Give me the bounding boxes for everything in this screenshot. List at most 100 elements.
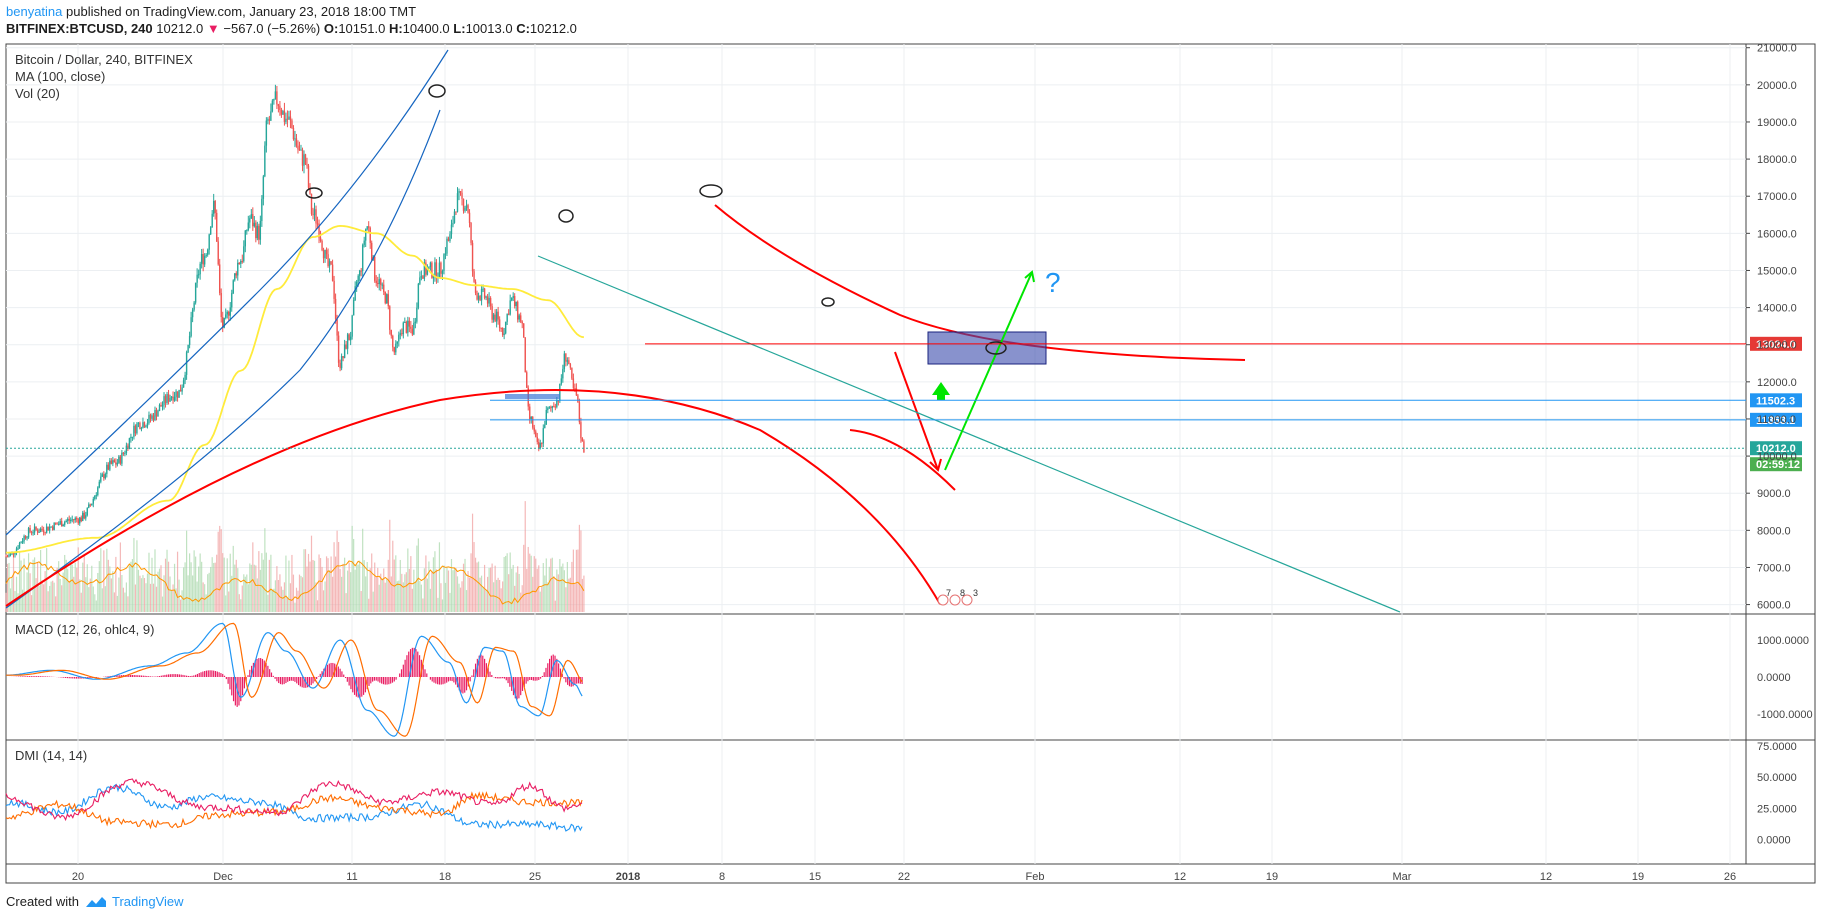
- macd-histogram-bar: [359, 677, 361, 698]
- volume-bar: [404, 574, 406, 612]
- volume-bar: [362, 528, 364, 612]
- candle-body: [265, 120, 268, 146]
- volume-bar: [145, 583, 147, 612]
- macd-histogram-bar: [400, 669, 403, 677]
- volume-bar: [482, 586, 484, 612]
- volume-bar: [131, 559, 134, 612]
- macd-histogram-bar: [169, 674, 171, 677]
- volume-bar: [411, 588, 413, 612]
- macd-histogram-bar: [191, 675, 193, 677]
- volume-bar: [419, 581, 421, 612]
- macd-histogram-bar: [312, 677, 314, 684]
- volume-bar: [157, 571, 159, 612]
- candle-body: [387, 294, 389, 307]
- macd-histogram-bar: [550, 655, 553, 677]
- candle-body: [419, 277, 421, 284]
- volume-bar: [389, 519, 391, 612]
- volume-bar: [384, 582, 386, 612]
- time-axis[interactable]: 20 Dec 11 18 25 2018 8 15 22 Feb 12 19 Mar 12 19 26: [72, 871, 1736, 883]
- volume-bar: [79, 579, 81, 612]
- candle-body: [60, 521, 63, 527]
- candle-body: [538, 441, 540, 449]
- volume-bar: [182, 567, 185, 612]
- chart-canvas[interactable]: ? 7 8 3 13024.0 11502.3 11353.1 10212.0 02:5…: [0, 0, 1824, 890]
- candle-body: [97, 487, 99, 496]
- macd-histogram-bar: [265, 662, 267, 677]
- macd-histogram-bar: [332, 662, 334, 677]
- volume-bar: [285, 555, 287, 612]
- volume-bar: [196, 581, 198, 612]
- volume-bar: [208, 572, 210, 612]
- volume-bar: [297, 590, 299, 612]
- candle-body: [309, 187, 311, 194]
- time-tick-label: 25: [529, 871, 541, 883]
- volume-bar: [170, 590, 173, 612]
- macd-histogram-bar: [316, 677, 318, 680]
- volume-bar: [575, 549, 577, 612]
- candle-body: [30, 531, 33, 533]
- volume-bar: [201, 561, 203, 612]
- volume-bar: [464, 558, 466, 612]
- macd-histogram-bar: [290, 677, 292, 681]
- macd-histogram-bar: [372, 677, 374, 682]
- volume-bar: [134, 584, 137, 612]
- volume-bar: [357, 564, 359, 612]
- macd-histogram-bar: [218, 672, 220, 677]
- volume-bar: [414, 582, 416, 612]
- candle-body: [271, 100, 274, 112]
- candle-body: [304, 154, 307, 165]
- volume-bar: [210, 566, 212, 612]
- macd-histogram-bar: [36, 676, 38, 677]
- candle-body: [133, 425, 135, 437]
- volume-bar: [383, 568, 385, 612]
- candle-body: [513, 296, 516, 307]
- candle-body: [340, 356, 343, 369]
- volume-bar: [474, 557, 477, 612]
- macd-histogram-bar: [267, 665, 269, 677]
- volume-bar: [47, 591, 49, 612]
- candle-body: [146, 422, 149, 427]
- candle-body: [122, 452, 125, 454]
- candle-body: [568, 360, 570, 365]
- price-axis[interactable]: 21000.0 20000.0 19000.0 18000.0 17000.0 16000…: [1746, 43, 1813, 847]
- candle-body: [8, 554, 10, 557]
- volume-bar: [322, 590, 325, 612]
- volume-bar: [82, 562, 84, 612]
- dmi-minus-line: [5, 791, 583, 830]
- tradingview-link[interactable]: TradingView: [85, 894, 184, 910]
- candle-body: [274, 91, 277, 99]
- candle-body: [580, 422, 582, 439]
- macd-histogram-bar: [225, 677, 227, 680]
- countdown-label: 02:59:12: [1756, 459, 1800, 471]
- candle-body: [529, 406, 531, 420]
- candle-body: [17, 548, 19, 550]
- candle-body: [547, 408, 549, 411]
- candle-body: [39, 528, 42, 532]
- candle-body: [398, 334, 400, 342]
- volume-bar: [119, 542, 121, 612]
- macd-histogram-bar: [256, 658, 258, 677]
- candle-body: [544, 424, 546, 429]
- author-link[interactable]: benyatina: [6, 4, 63, 19]
- volume-bar: [527, 546, 529, 612]
- macd-histogram-bar: [180, 674, 182, 677]
- target-circle: [985, 341, 1007, 355]
- volume-bar: [258, 551, 260, 612]
- volume-bar: [173, 563, 176, 612]
- volume-bar: [557, 574, 559, 612]
- candle-body: [476, 292, 478, 300]
- macd-histogram-bar: [211, 670, 213, 677]
- main-title: Bitcoin / Dollar, 240, BITFINEX: [15, 52, 193, 67]
- macd-histogram-bar: [458, 677, 460, 691]
- volume-bar: [127, 596, 129, 612]
- candle-body: [315, 209, 317, 224]
- macd-histogram-bar: [393, 677, 395, 682]
- volume-bar: [253, 564, 255, 612]
- volume-bar: [89, 578, 91, 612]
- volume-bar: [292, 574, 295, 612]
- candle-body: [375, 280, 377, 284]
- candle-body: [103, 474, 105, 479]
- volume-bar: [390, 576, 392, 612]
- macd-histogram-bar: [462, 677, 464, 694]
- candle-body: [461, 192, 463, 199]
